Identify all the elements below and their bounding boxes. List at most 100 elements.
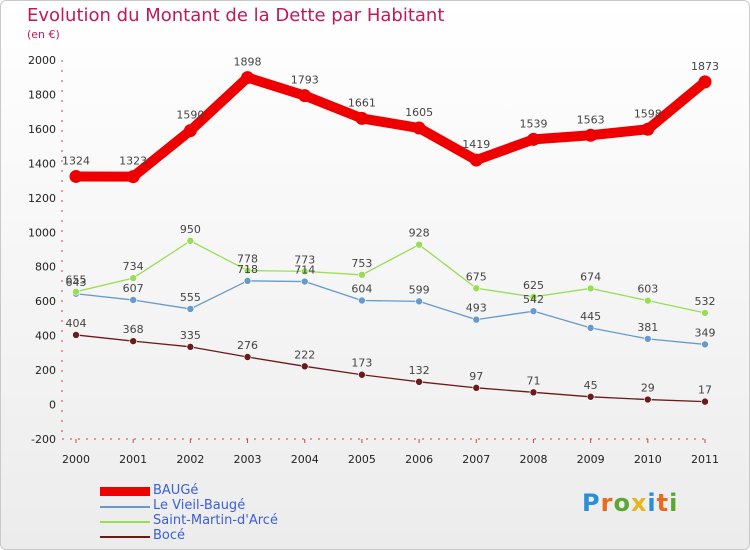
data-label: 778 [237,253,258,266]
data-point [469,153,483,167]
data-point [698,75,712,89]
y-tick-label: 200 [35,364,56,377]
data-point [358,370,366,379]
data-label: 276 [237,339,258,352]
data-label: 599 [409,283,430,296]
data-point [641,122,655,136]
data-label: 718 [237,263,258,276]
data-label: 603 [637,283,658,296]
data-point [72,331,80,339]
data-label: 1661 [348,96,376,109]
data-label: 604 [351,282,372,295]
data-point [701,340,709,349]
chart-axes: -200 0 200 400 600 800 1000 1200 1400 1600 1800 200… [28,54,719,466]
x-tick-label: 2010 [634,453,662,466]
data-point [129,274,137,282]
data-label: 674 [580,270,601,283]
series-line-2 [75,240,706,314]
x-tick-label: 2005 [348,453,376,466]
data-point [472,384,481,392]
data-label: 1873 [691,60,719,73]
data-label: 1563 [577,113,605,126]
data-label: 675 [466,270,487,283]
data-point [358,296,366,305]
y-tick-label: 600 [35,295,56,308]
data-label: 773 [294,253,315,266]
x-tick-label: 2008 [519,453,547,466]
legend-swatch [100,521,150,523]
data-point [300,267,309,276]
series-line-3 [75,334,706,403]
data-label: 381 [637,321,658,334]
data-point [129,337,137,345]
data-point [72,287,80,296]
y-tick-label: 1600 [28,123,56,136]
data-point [243,353,252,361]
data-point [126,170,140,184]
legend-item: BAUGé [100,483,360,500]
data-label: 45 [584,379,598,392]
legend-item: Saint-Martin-d'Arcé [100,513,360,530]
data-label: 655 [66,274,87,287]
data-point [529,388,538,397]
data-point [701,397,709,406]
data-label: 734 [123,260,144,273]
data-label: 643 [66,276,87,289]
series-line-1 [75,280,706,346]
series-layer [69,71,712,406]
logo-letter: o [613,489,631,517]
data-point [701,309,709,317]
data-point [412,121,426,135]
x-tick-label: 2006 [405,453,433,466]
data-point [586,284,595,293]
data-point [415,378,423,386]
data-label: 173 [351,357,372,370]
data-label: 555 [180,291,201,304]
legend-label: BAUGé [153,483,199,498]
data-point [186,343,195,351]
y-tick-label: 1400 [28,157,56,170]
logo-letter: r [600,489,614,517]
data-label: 1605 [405,106,433,119]
x-tick-label: 2011 [691,453,719,466]
y-tick-label: 0 [49,399,56,412]
data-point [415,240,423,249]
data-point [472,315,481,324]
data-point [183,124,197,138]
data-label: 1323 [119,155,147,168]
data-point [243,266,252,275]
y-tick-label: 1200 [28,192,56,205]
legend-swatch [100,487,150,496]
data-label: 71 [526,374,540,387]
y-tick-label: 1000 [28,226,56,239]
data-label: 532 [695,295,716,308]
data-label: 1793 [291,74,319,87]
data-point [529,307,538,315]
line-chart: -200 0 200 400 600 800 1000 1200 1400 1600 1800 200… [28,54,719,466]
y-tick-label: 800 [35,261,56,274]
data-point [241,71,255,85]
data-point [584,128,598,142]
data-label: 445 [580,310,601,323]
x-tick-label: 2009 [577,453,605,466]
x-tick-label: 2007 [462,453,490,466]
y-tick-label: 2000 [28,54,56,67]
data-label: 132 [409,364,430,377]
data-label: 493 [466,302,487,315]
x-tick-label: 2004 [291,453,319,466]
legend-label: Le Vieil-Baugé [153,498,246,513]
data-label: 17 [698,384,712,397]
data-point [358,271,366,279]
data-point [300,362,309,371]
data-point [186,237,195,245]
logo-letter: P [582,489,601,517]
data-label: 222 [294,348,315,361]
data-point [300,277,309,286]
y-tick-label: 1800 [28,88,56,101]
y-tick-label: -200 [31,433,56,446]
data-label: 950 [180,223,201,236]
data-label: 1324 [62,154,90,167]
data-point [529,293,538,301]
data-point [129,296,137,304]
legend-label: Saint-Martin-d'Arcé [153,513,278,528]
